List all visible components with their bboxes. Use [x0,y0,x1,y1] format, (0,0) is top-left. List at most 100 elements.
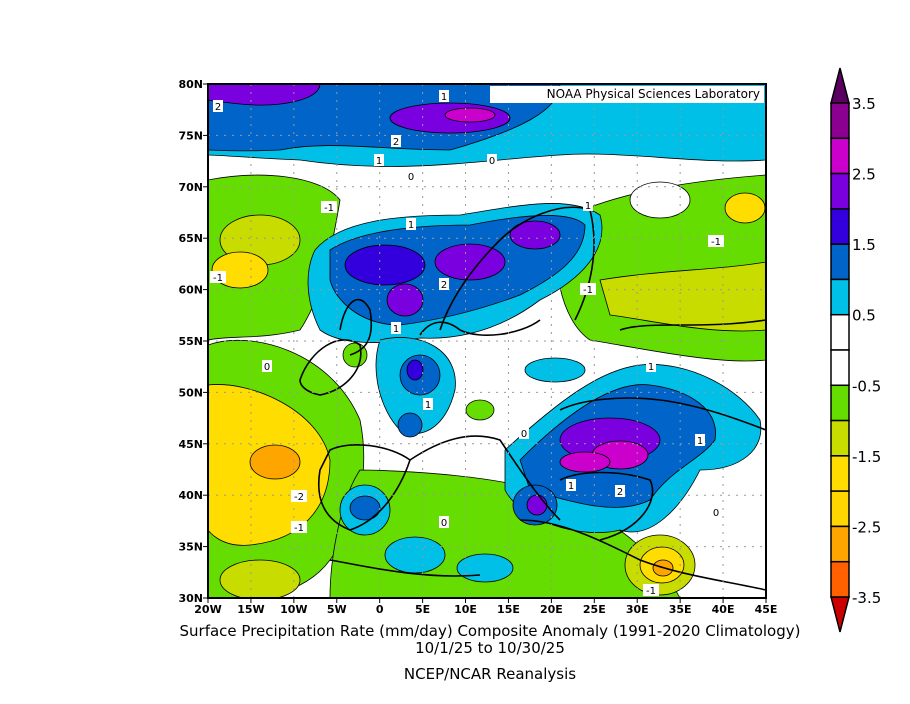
coastline [619,319,766,331]
lat-tick-label: 30N [178,592,203,605]
coastline [559,471,654,541]
anomaly-contour-region [397,412,423,438]
lat-tick-label: 55N [178,335,203,348]
contour-label: 1 [441,92,447,103]
colorbar-swatch [830,560,850,598]
colorbar-swatch [830,490,850,528]
colorbar-top-arrow [830,67,850,104]
contour-label-bg [391,135,401,147]
anomaly-contour-region [524,357,586,383]
colorbar-swatch [830,137,850,175]
colorbar-swatch [830,172,850,210]
contour-label-bg [439,516,449,528]
contour-label: -1 [583,285,593,296]
anomaly-contour-region [344,244,426,286]
contour-label-bg [423,398,433,410]
colorbar-label: -1.5 [852,448,881,466]
contour-label: -1 [711,237,721,248]
colorbar-label: -3.5 [852,589,881,607]
contour-label-bg [583,199,593,211]
lat-tick-label: 45N [178,438,203,451]
contour-label-bg [439,278,449,290]
anomaly-contour-region [384,536,446,574]
axis-labels: 20W 15W 10W 5W 0 5E 10E 15E 20E 25E 30E 35E 40E 45E 80… [178,78,777,616]
coastline [318,444,411,531]
anomaly-contour-region [456,553,514,583]
contour-label-bg [291,490,307,502]
coastlines [299,206,766,591]
figure-title: Surface Precipitation Rate (mm/day) Comp… [179,622,801,640]
colorbar-swatch [830,419,850,457]
contour-label: -1 [213,273,223,284]
colorbar-swatch [830,278,850,316]
date-range: 10/1/25 to 10/30/25 [415,639,565,657]
contour-label: 0 [408,172,414,183]
lat-tick-label: 70N [178,181,203,194]
colorbar-swatch [830,243,850,281]
contour-label-bg [406,170,416,182]
lon-tick-label: 30E [626,603,649,616]
coastline [574,209,595,321]
data-source: NCEP/NCAR Reanalysis [403,665,577,683]
anomaly-contour-region [249,444,301,480]
colorbar-label: 2.5 [852,166,876,184]
contour-label-bg [708,235,724,247]
anomaly-contour-region [465,399,495,421]
contour-label: 2 [215,102,221,113]
anomaly-contour-region [629,181,691,219]
colorbar-label: -2.5 [852,518,881,536]
colorbar-label: 3.5 [852,95,876,113]
contour-label: 1 [648,362,654,373]
lon-tick-label: 5W [327,603,347,616]
contour-label: 1 [393,324,399,335]
coastline [419,319,541,336]
coastline [339,298,372,356]
contour-label: 1 [568,481,574,492]
gridlines [208,84,766,598]
contour-label-bg [519,427,529,439]
colorbar-label: 1.5 [852,236,876,254]
contour-label: 0 [264,362,270,373]
colorbar-swatch [830,525,850,563]
lat-tick-label: 35N [178,541,203,554]
contour-label: 2 [441,280,447,291]
anomaly-contour-region [208,84,321,106]
contour-label: 2 [617,487,623,498]
colorbar-swatch [830,455,850,492]
colorbar-swatch [830,384,850,422]
colorbar-swatch [830,208,850,245]
contour-label-bg [646,360,656,372]
lat-tick-label: 60N [178,284,203,297]
lon-tick-label: 0 [376,603,384,616]
anomaly-contour-region [509,220,561,250]
contour-label-bg [566,479,576,491]
anomaly-field [208,84,766,598]
anomaly-contour-region [406,359,424,381]
colorbar-label: 0.5 [852,307,876,325]
lon-tick-label: 25E [583,603,606,616]
contour-label: 0 [489,156,495,167]
lat-tick-label: 40N [178,489,203,502]
contour-label: 1 [425,400,431,411]
contour-label-bg [321,201,337,213]
contour-label-bg [291,521,307,533]
lon-tick-label: 20W [194,603,221,616]
colorbar-swatch [830,102,850,140]
coastline [439,206,591,331]
lat-tick-label: 80N [178,78,203,91]
contour-label-bg [262,360,272,372]
contour-label: -1 [294,523,304,534]
lon-tick-label: 5E [415,603,430,616]
contour-label: -1 [324,203,334,214]
contour-label-bg [439,90,449,102]
contour-label: 1 [585,201,591,212]
anomaly-contour-region [444,107,496,123]
contour-label-bg [615,485,625,497]
contour-label: 1 [408,220,414,231]
coastline [329,559,481,577]
lon-tick-label: 35E [669,603,692,616]
lon-tick-label: 20E [540,603,563,616]
